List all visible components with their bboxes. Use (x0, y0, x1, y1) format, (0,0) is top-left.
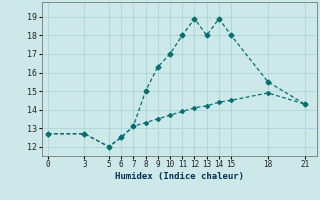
X-axis label: Humidex (Indice chaleur): Humidex (Indice chaleur) (115, 172, 244, 181)
